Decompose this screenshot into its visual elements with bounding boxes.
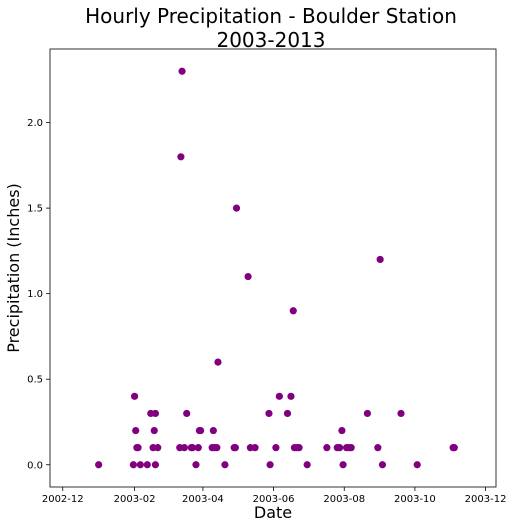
data-points	[95, 67, 458, 469]
data-point	[214, 358, 222, 366]
chart-title-line2: 2003-2013	[216, 28, 325, 52]
data-point	[150, 426, 158, 435]
data-point	[180, 444, 188, 452]
y-tick-label: 0.0	[27, 460, 43, 471]
data-point	[244, 272, 252, 281]
data-point	[213, 444, 221, 452]
data-point	[397, 409, 405, 418]
data-point	[143, 461, 151, 469]
data-point	[295, 444, 303, 452]
y-tick-label: 1.5	[27, 204, 43, 215]
x-axis-label: Date	[254, 503, 292, 522]
y-tick-label: 0.5	[27, 375, 43, 386]
x-tick-label: 2003-04	[182, 494, 224, 505]
plot-frame	[49, 48, 497, 488]
y-tick-label: 1.0	[27, 289, 43, 300]
data-point	[130, 392, 139, 400]
data-point	[323, 444, 331, 452]
data-point	[197, 426, 205, 435]
data-point	[151, 461, 160, 469]
data-point	[136, 461, 144, 469]
data-point	[339, 461, 347, 469]
data-point	[232, 204, 241, 212]
data-point	[374, 444, 382, 452]
data-point	[178, 67, 186, 75]
x-tick-label: 2003-02	[114, 494, 156, 505]
y-tick-label: 2.0	[27, 118, 43, 129]
data-point	[363, 409, 372, 418]
data-point	[336, 444, 344, 452]
data-point	[154, 444, 162, 452]
data-point	[221, 461, 229, 469]
data-point	[183, 409, 191, 418]
data-point	[266, 461, 274, 469]
data-point	[347, 444, 355, 452]
data-point	[177, 153, 185, 161]
x-tick-label: 2003-10	[394, 494, 436, 505]
data-point	[209, 426, 217, 435]
data-point	[338, 426, 346, 435]
x-tick-label: 2002-12	[42, 494, 84, 505]
data-point	[231, 444, 239, 452]
data-point	[283, 409, 292, 418]
data-point	[287, 392, 295, 400]
x-axis: 2002-12 2003-02 2003-04 2003-06 2003-08 2003-…	[42, 487, 507, 505]
chart-title-line1: Hourly Precipitation - Boulder Station	[85, 4, 457, 28]
data-point	[151, 409, 160, 418]
x-tick-label: 2003-08	[323, 494, 365, 505]
data-point	[251, 444, 259, 452]
data-point	[450, 444, 458, 452]
data-point	[95, 461, 103, 469]
data-point	[376, 255, 384, 264]
data-point	[289, 307, 297, 315]
y-axis: 0.0 0.5 1.0 1.5 2.0	[27, 118, 50, 471]
y-axis-label: Precipitation (Inches)	[4, 183, 23, 353]
data-point	[275, 392, 283, 400]
data-point	[188, 444, 197, 452]
x-tick-label: 2003-06	[253, 494, 295, 505]
data-point	[129, 461, 138, 469]
data-point	[303, 461, 311, 469]
x-tick-label: 2003-12	[465, 494, 507, 505]
data-point	[192, 461, 200, 469]
data-point	[134, 444, 142, 452]
data-point	[265, 409, 273, 418]
data-point	[413, 461, 421, 469]
data-point	[194, 444, 202, 452]
data-point	[132, 426, 140, 435]
data-point	[378, 461, 387, 469]
data-point	[272, 444, 280, 452]
